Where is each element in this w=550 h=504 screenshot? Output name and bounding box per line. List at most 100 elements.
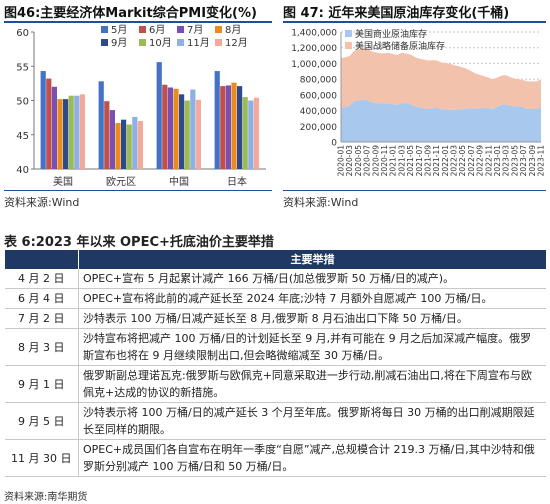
measure-date: 7 月 2 日 [4, 308, 79, 329]
bar [115, 123, 121, 169]
chart1-source: 资料来源:Wind [4, 196, 80, 209]
bar [51, 86, 57, 169]
legend-label: 11月 [187, 37, 210, 49]
x-tick-label: 2023-05 [510, 145, 519, 177]
y-tick-label: 400,000 [300, 107, 337, 117]
bar [173, 88, 179, 169]
bar [237, 86, 243, 169]
x-tick-label: 2021-09 [423, 145, 432, 177]
legend-label: 9月 [111, 37, 127, 49]
y-tick-label: 800,000 [300, 76, 337, 86]
measure-text: 沙特表示将 100 万桶/日的减产延长 3 个月至年底。俄罗斯将每日 30 万桶… [78, 402, 546, 440]
x-tick-label: 2021-03 [397, 145, 406, 177]
bar [225, 85, 231, 169]
chart2-source: 资料来源:Wind [283, 196, 359, 209]
bar [46, 78, 52, 169]
pmi-bar-chart: 40 45 50 55 60 美国 欧元区 中国 日本 5月 6月 7月 8月 9月 10月 11月 12月 [16, 24, 266, 188]
chart2-title-rule [283, 21, 546, 23]
y-tick-label: 1,000,000 [291, 60, 337, 70]
legend-label: 美国商业原油库存 [355, 28, 427, 40]
bar [109, 110, 115, 169]
x-tick-label: 2020-07 [363, 145, 372, 177]
y-tick-label: 50 [16, 97, 29, 108]
legend-swatch [177, 39, 184, 46]
table-row: 6 月 4 日 OPEC+宣布将此前的减产延长至 2024 年底;沙特 7 月额外… [4, 288, 546, 309]
bar [137, 121, 143, 169]
chart2-title: 图 47: 近年来美国原油库存变化(千桶) [283, 6, 510, 21]
table-header-row: 主要举措 [4, 250, 546, 269]
legend-swatch [345, 30, 352, 37]
x-tick-label: 2022-05 [458, 145, 467, 177]
bar [184, 100, 190, 169]
bar [156, 62, 162, 169]
opec-measures-table: 主要举措 4 月 2 日 OPEC+宣布 5 月起累计减产 166 万桶/日(加总… [4, 250, 546, 477]
bar [242, 97, 248, 169]
measure-text: OPEC+成员国们各自宣布在明年一季度“自愿”减产,总规模合计 219.3 万桶… [78, 439, 546, 477]
bar [79, 94, 85, 169]
bar [214, 71, 220, 169]
y-tick-label: 40 [16, 165, 29, 176]
bar [63, 99, 69, 169]
table-header-measures: 主要举措 [78, 250, 546, 269]
table-title: 表 6:2023 年以来 OPEC+托底油价主要举措 [4, 235, 274, 250]
bar [57, 99, 63, 169]
legend-label: 7月 [187, 24, 203, 36]
legend-swatch [345, 42, 352, 49]
x-category-label: 美国 [53, 175, 73, 188]
x-category-label: 日本 [227, 175, 247, 188]
legend-swatch [101, 39, 108, 46]
measure-text: 沙特表示 100 万桶/日减产延长至 8 月,俄罗斯 8 月石油出口下降 50 … [78, 308, 546, 329]
y-tick-label: 600,000 [300, 91, 337, 101]
bar [231, 82, 237, 169]
x-tick-label: 2020-11 [380, 145, 389, 177]
x-tick-label: 2020-05 [354, 145, 363, 177]
table-source: 资料来源:南华期货 [4, 492, 88, 503]
y-tick-label: 1,200,000 [291, 44, 337, 54]
table-row: 9 月 1 日俄罗斯副总理诺瓦克:俄罗斯与欧佩克+同意采取进一步行动,削减石油出… [4, 365, 546, 403]
area-commercial-inventory [341, 99, 541, 142]
x-tick-label: 2023-03 [502, 145, 511, 177]
y-tick-label: 45 [16, 131, 29, 142]
bar [104, 101, 110, 169]
bar [248, 100, 254, 169]
measure-text: OPEC+宣布将此前的减产延长至 2024 年底;沙特 7 月额外自愿减产 10… [78, 288, 546, 309]
chart1-title-rule [4, 21, 272, 23]
legend-swatch [177, 26, 184, 33]
measure-date: 9 月 5 日 [4, 402, 79, 440]
legend-swatch [101, 26, 108, 33]
bar [179, 94, 185, 169]
us-crude-inventory-chart: 0 200,000 400,000 600,000 800,000 1,000,000 1,… [291, 28, 546, 177]
x-tick-label: 2021-05 [406, 145, 415, 177]
bar [167, 87, 173, 169]
y-tick-label: 60 [16, 28, 29, 39]
legend-label: 美国战略储备原油库存 [355, 40, 445, 52]
y-tick-label: 55 [16, 62, 29, 73]
y-tick-label: 1,400,000 [291, 29, 337, 39]
legend-swatch [139, 39, 146, 46]
measure-text: OPEC+宣布 5 月起累计减产 166 万桶/日(加总俄罗斯 50 万桶/日的… [78, 269, 546, 289]
legend-label: 10月 [149, 37, 172, 49]
table-row: 8 月 3 日沙特宣布将把减产 100 万桶/日的计划延长至 9 月,并有可能在… [4, 328, 546, 366]
legend-label: 12月 [225, 37, 248, 49]
legend-swatch [215, 39, 222, 46]
table-row: 7 月 2 日沙特表示 100 万桶/日减产延长至 8 月,俄罗斯 8 月石油出… [4, 308, 546, 329]
x-tick-label: 2022-11 [484, 145, 493, 177]
legend-label: 5月 [111, 24, 127, 36]
area-strategic-reserve [341, 48, 541, 110]
measure-date: 9 月 1 日 [4, 365, 79, 403]
x-tick-label: 2022-03 [450, 145, 459, 177]
x-category-label: 欧元区 [106, 176, 136, 188]
table-header-date [4, 250, 79, 269]
measure-date: 4 月 2 日 [4, 269, 79, 289]
bar [98, 81, 104, 169]
chart1-source-rule [4, 190, 272, 191]
measure-text: 俄罗斯副总理诺瓦克:俄罗斯与欧佩克+同意采取进一步行动,削减石油出口,将在下周宣… [78, 365, 546, 403]
x-tick-label: 2023-11 [537, 145, 546, 177]
bar [190, 89, 196, 169]
bar [121, 119, 127, 169]
measure-date: 8 月 3 日 [4, 328, 79, 366]
y-tick-label: 200,000 [300, 123, 337, 133]
x-tick-label: 2022-01 [441, 145, 450, 177]
measure-date: 11 月 30 日 [4, 439, 79, 477]
y-tick-label: 0 [331, 139, 337, 149]
